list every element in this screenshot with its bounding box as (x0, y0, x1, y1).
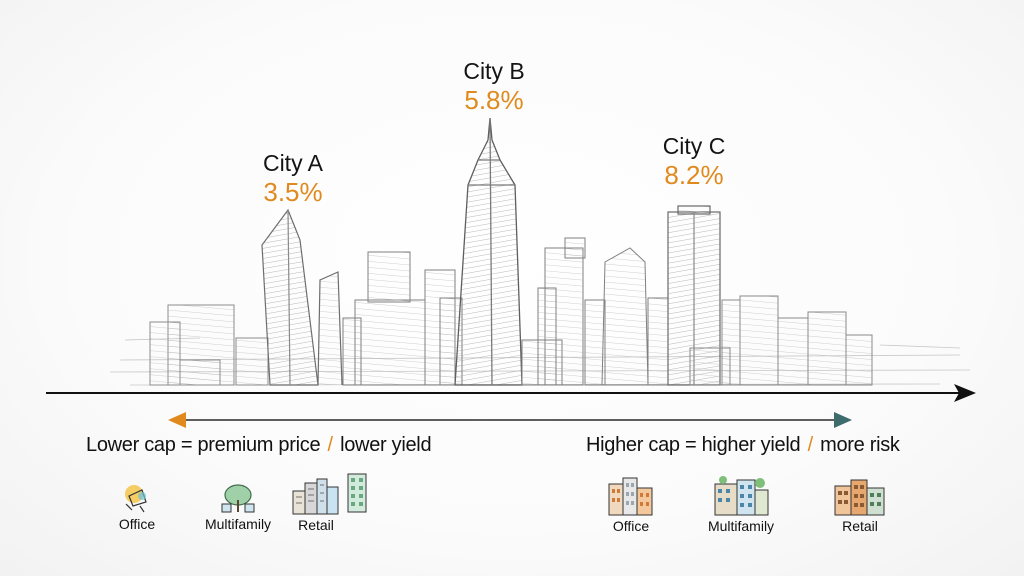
range-double-arrow (168, 412, 852, 428)
city-c-label: City C 8.2% (624, 133, 764, 191)
right-multifamily-label: Multifamily (707, 518, 775, 534)
lower-cap-text: Lower cap = premium price (86, 434, 321, 456)
office-sketch-icon (125, 485, 147, 513)
left-retail-item: Retail (271, 475, 361, 533)
left-multifamily-item: Multifamily (193, 482, 283, 532)
left-tower-item (344, 472, 370, 519)
right-retail-item: Retail (815, 476, 905, 534)
tree-house-icon (221, 484, 255, 513)
right-office-item: Office (586, 476, 676, 534)
city-c-name: City C (662, 133, 726, 159)
higher-cap-text: Higher cap = higher yield (586, 434, 801, 456)
city-a-building (261, 208, 343, 386)
left-retail-label: Retail (298, 517, 334, 533)
background-buildings-mid-right (521, 237, 669, 386)
office-building-icon (608, 477, 653, 516)
more-risk-text: more risk (820, 434, 900, 456)
right-retail-label: Retail (842, 518, 878, 534)
city-a-name: City A (262, 150, 324, 176)
right-multifamily-item: Multifamily (696, 474, 786, 534)
caption-separator: / (807, 434, 814, 456)
city-buildings-icon (292, 478, 339, 515)
right-office-label: Office (612, 518, 650, 534)
background-buildings-mid-left (342, 251, 463, 386)
left-office-label: Office (118, 516, 156, 532)
city-b-label: City B 5.8% (424, 58, 564, 116)
background-buildings-left (149, 304, 269, 386)
city-b-building (454, 117, 523, 386)
city-a-cap-rate: 3.5% (263, 177, 323, 208)
tower-building-icon (347, 473, 367, 513)
apartment-complex-icon (714, 476, 769, 516)
city-b-cap-rate: 5.8% (464, 85, 524, 116)
caption-separator: / (327, 434, 334, 456)
city-a-label: City A 3.5% (223, 150, 363, 208)
lower-cap-caption: Lower cap = premium price / lower yield (86, 434, 432, 457)
left-office-item: Office (92, 482, 182, 532)
background-buildings-right (689, 295, 873, 386)
higher-cap-caption: Higher cap = higher yield / more risk (586, 434, 900, 457)
left-multifamily-label: Multifamily (204, 516, 272, 532)
lower-yield-text: lower yield (340, 434, 432, 456)
city-b-name: City B (463, 58, 525, 84)
retail-building-icon (834, 479, 885, 516)
main-axis-arrow (46, 384, 976, 402)
city-c-cap-rate: 8.2% (664, 160, 724, 191)
